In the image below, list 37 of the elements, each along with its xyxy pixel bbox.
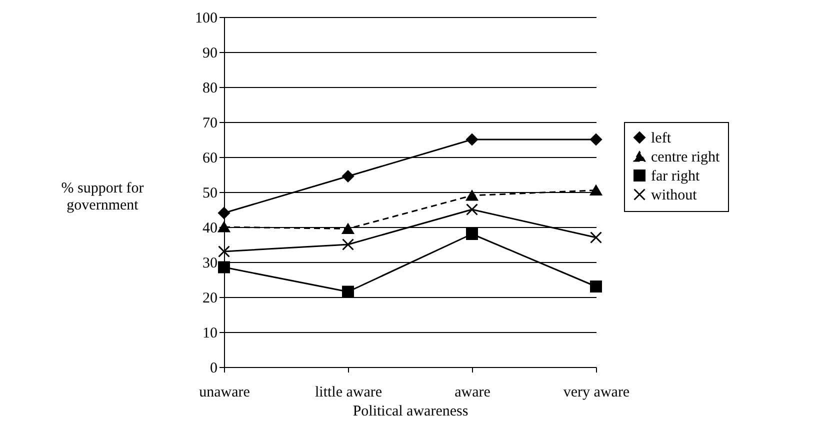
- point: [590, 280, 602, 292]
- point: [218, 261, 230, 274]
- y-axis-title: % support for government: [61, 180, 144, 214]
- y-tick-label: 30: [202, 256, 218, 272]
- x-tick-label: very aware: [563, 384, 630, 400]
- point: [590, 184, 602, 196]
- x-tick-label: little aware: [314, 384, 382, 400]
- point: [218, 222, 230, 232]
- point: [342, 238, 354, 250]
- point: [590, 134, 602, 146]
- y-tick-label: 10: [202, 326, 218, 342]
- y-tick-label: 40: [202, 220, 218, 236]
- point: [466, 134, 478, 146]
- point: [466, 228, 478, 240]
- point: [218, 246, 230, 258]
- x-axis-title: Political awareness: [352, 404, 468, 420]
- legend-label: left: [651, 130, 672, 146]
- x-tick-label: aware: [454, 384, 491, 400]
- legend-label: far right: [651, 168, 701, 184]
- point: [342, 170, 354, 182]
- y-tick-label: 70: [202, 116, 218, 132]
- point: [342, 223, 354, 234]
- y-tick-label: 50: [202, 186, 218, 202]
- y-tick-label: 60: [202, 150, 218, 166]
- legend-label: without: [651, 188, 698, 204]
- y-tick-label: 80: [202, 80, 218, 96]
- legend-label: centre right: [651, 150, 721, 166]
- y-tick-label: 100: [195, 10, 218, 26]
- x-tick-label: unaware: [199, 384, 250, 400]
- point: [466, 204, 478, 216]
- y-tick-label: 20: [202, 290, 218, 306]
- point: [466, 190, 478, 201]
- y-tick-label: 0: [210, 360, 218, 376]
- point: [342, 286, 354, 298]
- point: [590, 232, 602, 244]
- point: [218, 207, 230, 219]
- y-tick-label: 90: [202, 46, 218, 62]
